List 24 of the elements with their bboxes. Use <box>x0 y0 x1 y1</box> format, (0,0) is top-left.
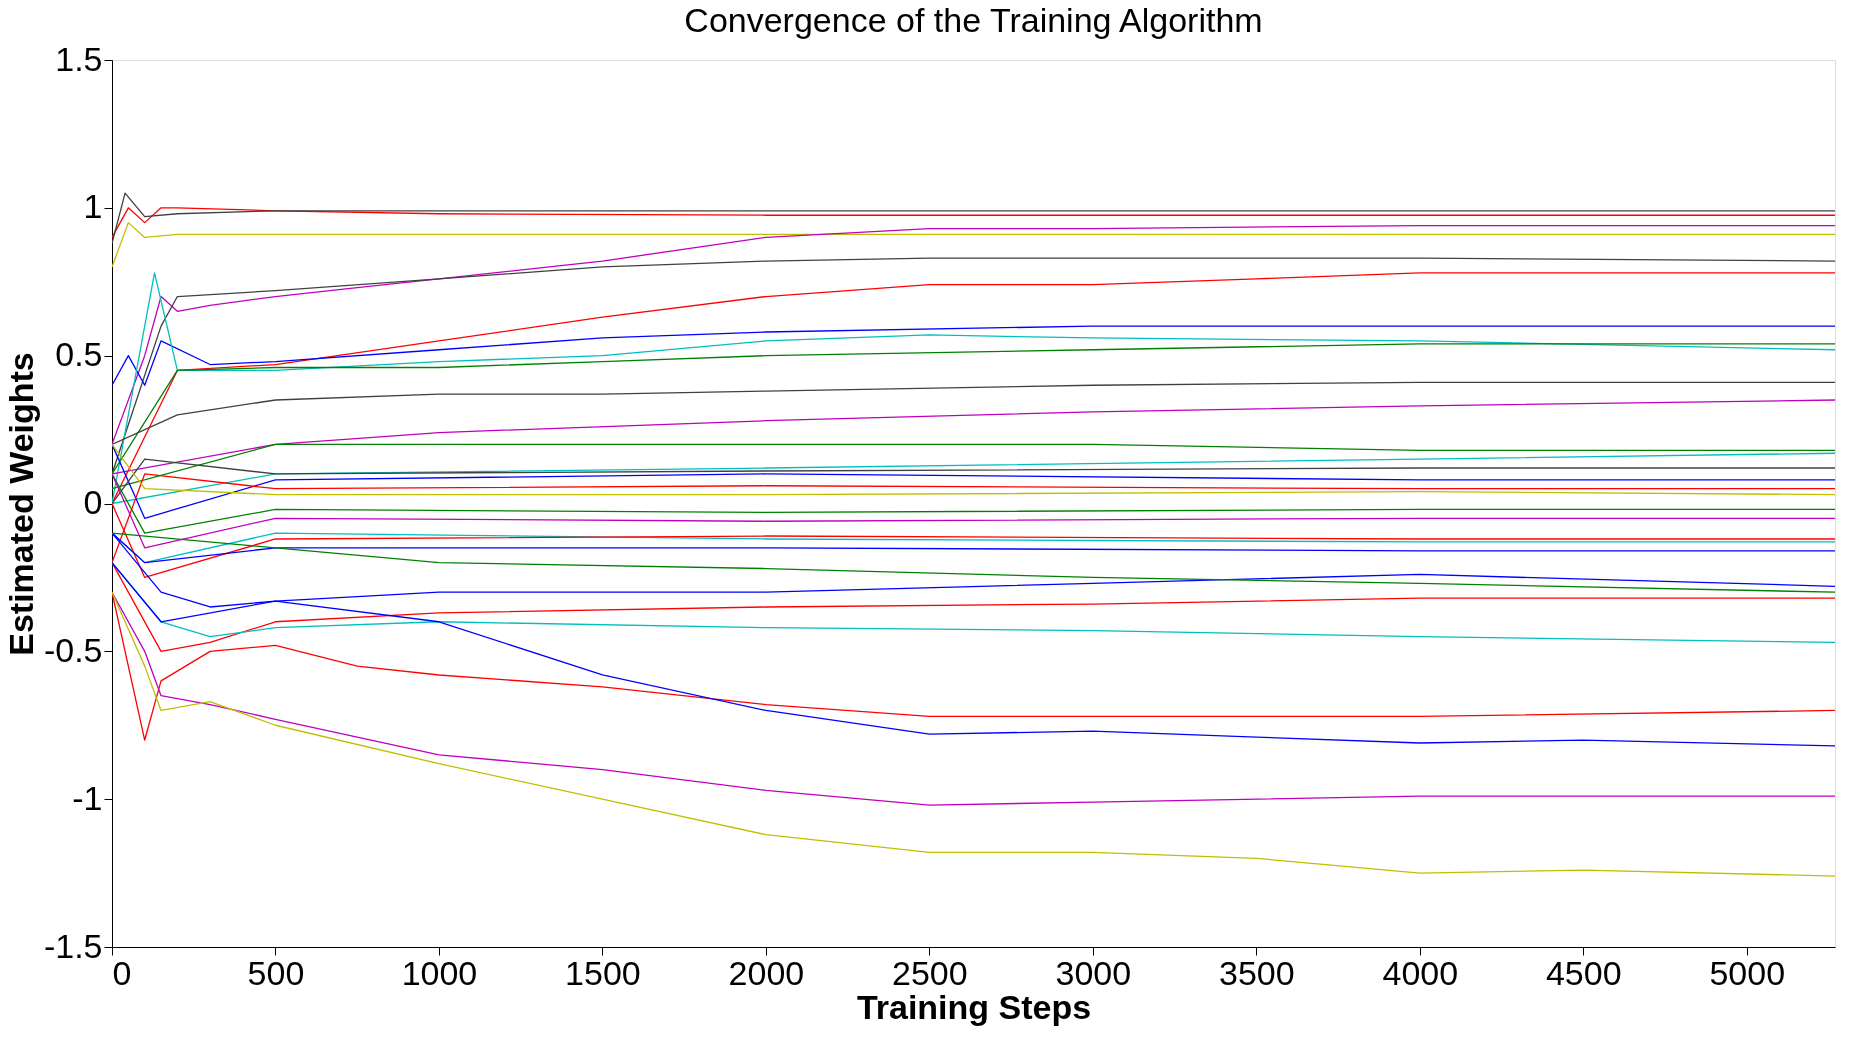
x-tick-label: 5000 <box>1709 953 1786 992</box>
y-tick-label: 0.5 <box>55 335 103 374</box>
x-tick-label: 4000 <box>1382 953 1459 992</box>
y-tick-label: -0.5 <box>43 630 103 669</box>
y-tick-label: 0 <box>83 483 103 521</box>
x-tick-label: 2000 <box>728 953 805 992</box>
y-tick-label: -1 <box>72 778 103 817</box>
y-axis-title: Estimated Weights <box>1 352 40 656</box>
line-series <box>112 221 1835 268</box>
x-tick-label: 1000 <box>401 953 478 992</box>
y-tick-label: -1.5 <box>43 926 103 965</box>
line-series <box>112 224 1835 446</box>
x-tick-label: 0 <box>112 953 132 992</box>
line-series <box>112 591 1835 877</box>
x-tick-label: 3500 <box>1218 953 1295 992</box>
x-tick-label: 1500 <box>565 953 641 992</box>
line-series <box>112 192 1835 244</box>
line-series <box>112 325 1835 386</box>
x-tick-label: 4500 <box>1545 953 1622 992</box>
line-series <box>112 207 1835 239</box>
x-tick-label: 500 <box>247 953 305 992</box>
chart-title: Convergence of the Training Algorithm <box>684 1 1263 39</box>
y-tick-label: 1.5 <box>55 39 103 78</box>
y-tick-label: 1 <box>83 187 103 226</box>
